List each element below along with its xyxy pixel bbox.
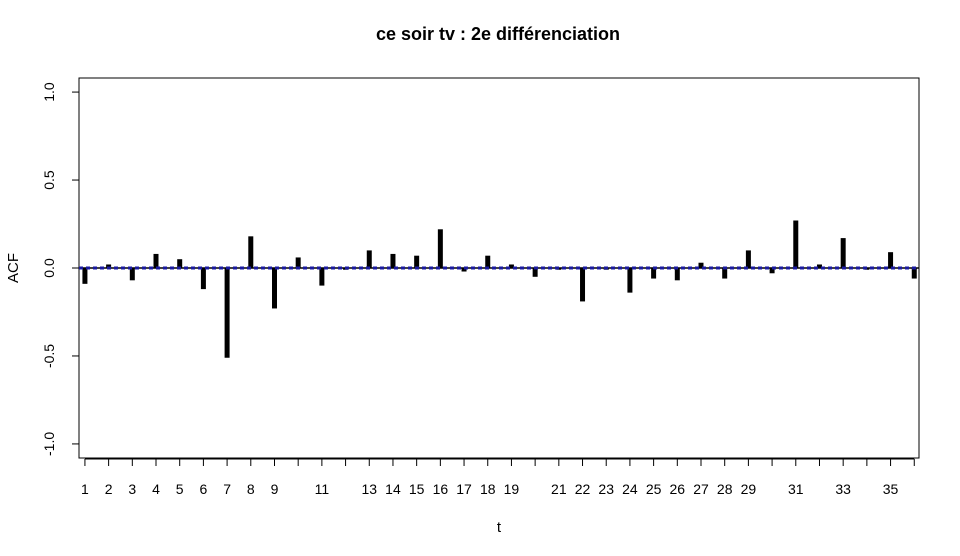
x-tick-label: 33 xyxy=(835,481,851,497)
x-tick-label: 26 xyxy=(670,481,686,497)
x-tick-label: 22 xyxy=(575,481,591,497)
x-tick-label: 13 xyxy=(361,481,377,497)
x-tick-label: 3 xyxy=(128,481,136,497)
x-tick-label: 28 xyxy=(717,481,733,497)
x-tick-label: 17 xyxy=(456,481,472,497)
x-tick-label: 8 xyxy=(247,481,255,497)
y-axis: -1.0 -0.5 0.0 0.5 1.0 xyxy=(41,82,79,456)
x-tick-label: 14 xyxy=(385,481,401,497)
x-tick-label: 31 xyxy=(788,481,804,497)
x-tick-label: 18 xyxy=(480,481,496,497)
x-tick-label: 21 xyxy=(551,481,567,497)
x-tick-label: 5 xyxy=(176,481,184,497)
x-axis: 1 2 3 4 5 6 7 8 9 11 13 14 15 16 17 18 19 21 22 23 24 25 26 27 2… xyxy=(81,458,915,497)
x-axis-label: t xyxy=(497,519,502,536)
y-tick-label: -1.0 xyxy=(41,432,57,456)
x-tick-label: 11 xyxy=(315,481,330,497)
reference-lines xyxy=(79,266,919,270)
x-tick-label: 15 xyxy=(409,481,425,497)
y-axis-label: ACF xyxy=(5,253,22,283)
y-tick-label: 0.5 xyxy=(41,170,57,190)
x-tick-label: 7 xyxy=(223,481,231,497)
x-tick-label: 4 xyxy=(152,481,160,497)
x-tick-label: 24 xyxy=(622,481,638,497)
x-tick-label: 16 xyxy=(433,481,449,497)
x-tick-label: 23 xyxy=(598,481,614,497)
y-tick-label: -0.5 xyxy=(41,344,57,368)
x-tick-label: 25 xyxy=(646,481,662,497)
y-tick-label: 0.0 xyxy=(41,258,57,278)
chart-title: ce soir tv : 2e différenciation xyxy=(376,24,620,44)
y-tick-label: 1.0 xyxy=(41,82,57,102)
x-tick-label: 27 xyxy=(693,481,709,497)
x-tick-label: 19 xyxy=(504,481,520,497)
x-tick-label: 29 xyxy=(741,481,757,497)
x-tick-label: 1 xyxy=(81,481,89,497)
bars-group xyxy=(82,220,917,358)
x-tick-label: 35 xyxy=(883,481,899,497)
x-tick-label: 2 xyxy=(105,481,113,497)
x-tick-label: 6 xyxy=(200,481,208,497)
x-tick-label: 9 xyxy=(271,481,279,497)
